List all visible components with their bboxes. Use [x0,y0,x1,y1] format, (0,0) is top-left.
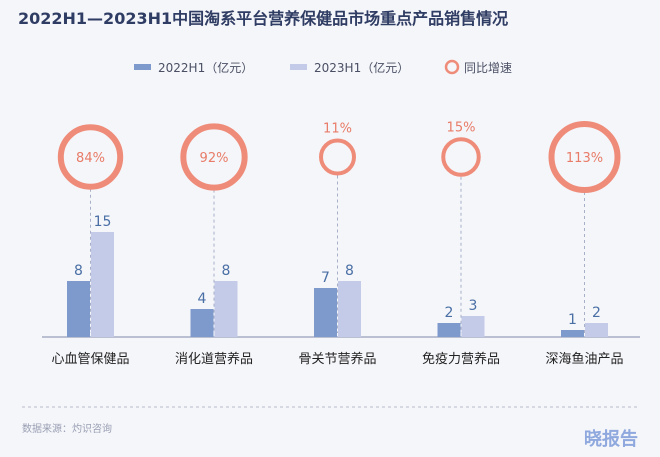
value-label-2023h1-4: 3 [469,298,478,314]
value-label-2023h1-2: 8 [222,263,231,279]
category-label-4: 免疫力营养品 [422,351,500,367]
value-label-2022h1-1: 8 [74,263,83,279]
bar-2022h1-2 [190,309,214,337]
bar-2023h1-2 [214,281,238,337]
growth-circle-3 [319,138,356,176]
chart-title: 2022H1—2023H1中国淘系平台营养保健品市场重点产品销售情况 [18,9,508,28]
bar-2022h1-5 [561,330,584,337]
source-note: 数据来源：灼识咨询 [22,422,112,435]
category-label-3: 骨关节营养品 [298,351,376,367]
value-label-2022h1-2: 4 [198,291,207,307]
growth-label-4: 15% [447,120,476,135]
bar-2023h1-5 [585,323,608,337]
value-label-2023h1-1: 15 [94,214,112,230]
value-label-2023h1-5: 2 [592,305,601,321]
value-label-2023h1-3: 8 [345,263,354,279]
growth-circle-1 [57,124,124,190]
brand-logo: 晓报告 [584,428,638,450]
growth-circle-4 [441,137,481,177]
value-label-2022h1-4: 2 [445,305,454,321]
legend-label-growth: 同比增速 [464,61,512,75]
legend: 2022H1（亿元） 2023H1（亿元） 同比增速 [134,59,512,75]
legend-label-2022h1: 2022H1（亿元） [158,60,253,75]
growth-label-3: 11% [323,122,352,137]
category-label-5: 深海鱼油产品 [545,351,623,367]
bar-2023h1-4 [461,316,485,337]
legend-swatch-2023h1 [290,64,307,70]
legend-swatch-2022h1 [134,64,151,70]
bar-2022h1-3 [314,288,337,337]
bar-2023h1-1 [91,232,114,337]
growth-label-5: 113% [566,151,603,166]
bar-2022h1-4 [437,323,461,337]
bar-2022h1-1 [67,281,90,337]
growth-label-1: 84% [76,151,105,166]
growth-circle-2 [180,123,248,191]
category-label-1: 心血管保健品 [51,352,129,367]
legend-swatch-growth [444,59,460,75]
bar-2023h1-3 [338,281,361,337]
value-label-2022h1-3: 7 [321,270,330,286]
category-label-2: 消化道营养品 [175,351,253,367]
growth-label-2: 92% [200,151,229,166]
growth-circle-5 [548,121,621,193]
value-label-2022h1-5: 1 [568,312,577,328]
legend-label-2023h1: 2023H1（亿元） [314,60,409,75]
